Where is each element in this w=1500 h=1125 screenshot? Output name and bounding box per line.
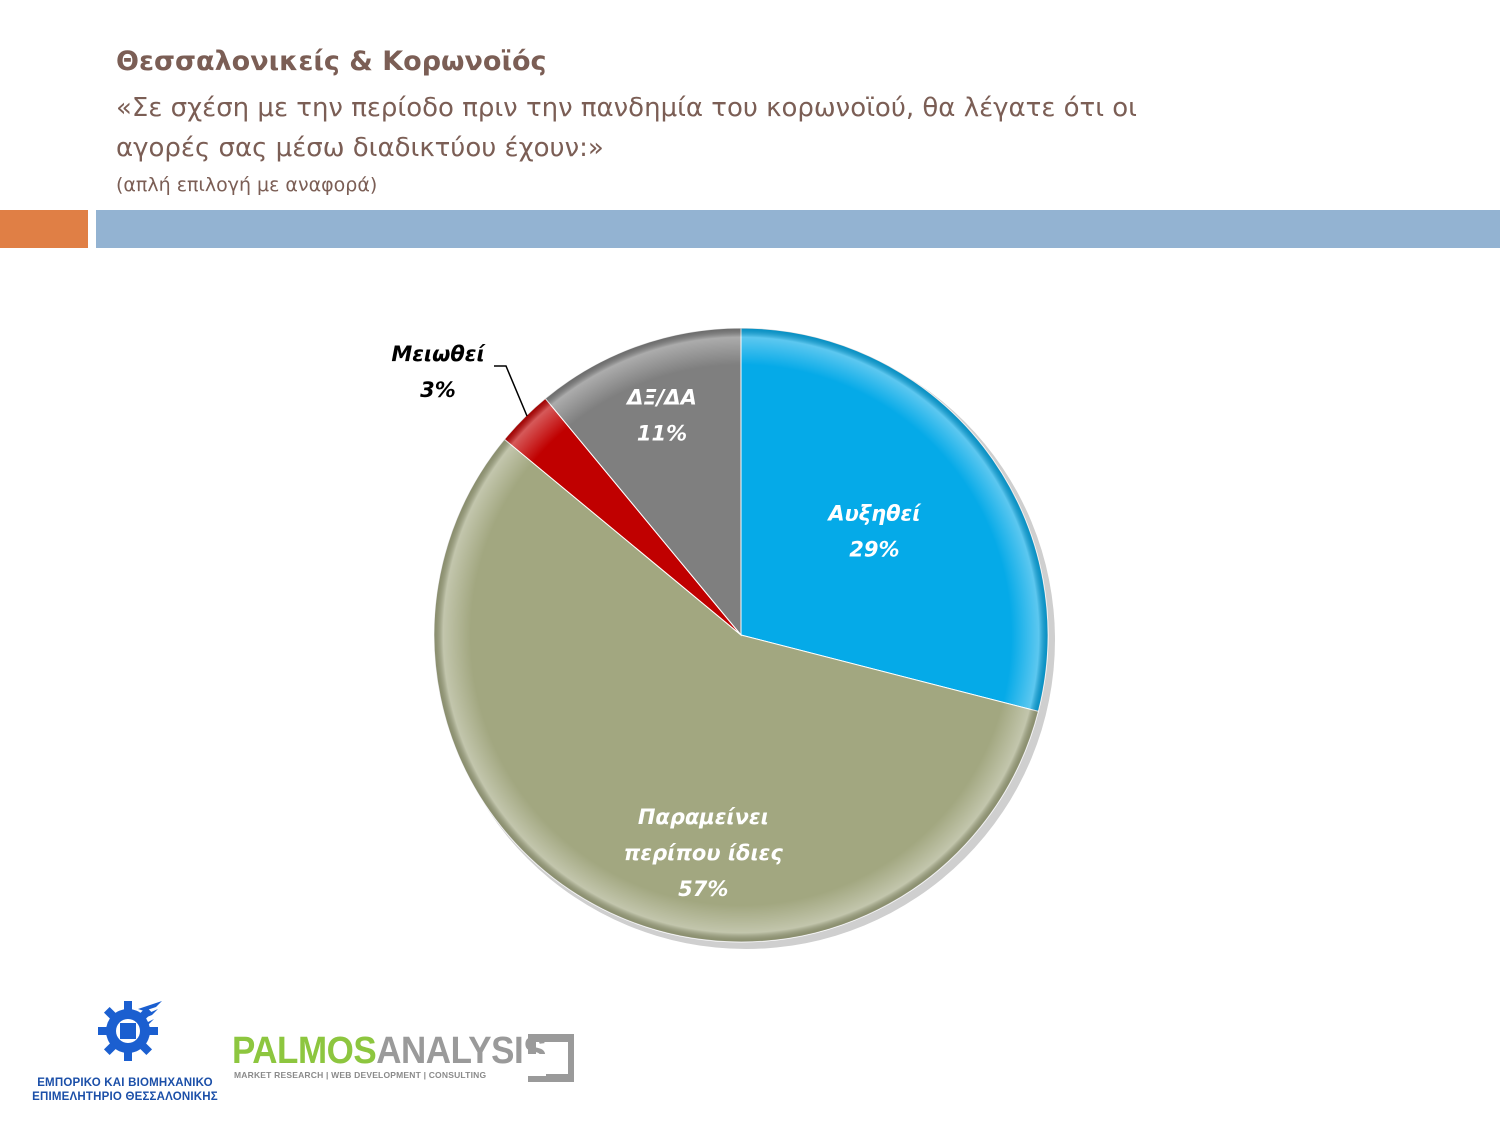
palmos-wordmark-part-2: ANALYSIS [376,1030,547,1072]
palmos-analysis-logo: PALMOSANALYSIS MARKET RESEARCH | WEB DEV… [232,1030,582,1090]
palmos-square-icon [524,1034,574,1082]
slice-value-label: 29% [849,538,899,562]
palmos-wordmark-part-1: PALMOS [232,1030,377,1072]
slice-value-label: 57% [678,877,728,901]
gear-wing-icon [98,1001,162,1061]
pie-edge-shine [434,328,1048,942]
slice-category-label: Αυξηθεί [826,502,922,526]
pie-labels: Αυξηθεί 29% Παραμείνει περίπου ίδιες 57% Μειω… [391,342,922,901]
question-note: (απλή επιλογή με αναφορά) [116,174,378,196]
slice-value-label: 3% [420,378,456,402]
header-bar [96,210,1500,248]
page-title: Θεσσαλονικείς & Κορωνοϊός [116,46,547,77]
slice-category-label: Μειωθεί [391,342,486,366]
chamber-name-line-1: ΕΜΠΟΡΙΚΟ ΚΑΙ ΒΙΟΜΗΧΑΝΙΚΟ [37,1077,213,1089]
chamber-name-line-2: ΕΠΙΜΕΛΗΤΗΡΙΟ ΘΕΣΣΑΛΟΝΙΚΗΣ [32,1091,218,1103]
slice-value-label: 11% [637,422,687,446]
chamber-logo: ΕΜΠΟΡΙΚΟ ΚΑΙ ΒΙΟΜΗΧΑΝΙΚΟ ΕΠΙΜΕΛΗΤΗΡΙΟ ΘΕ… [20,995,230,1105]
slice-category-label: Παραμείνει [638,805,769,829]
header-accent-bar [0,210,88,248]
slice-category-label: περίπου ίδιες [624,841,784,865]
survey-question-line-1: «Σε σχέση με την περίοδο πριν την πανδημ… [116,93,1137,123]
survey-question-line-2: αγορές σας μέσω διαδικτύου έχουν:» [116,133,604,163]
palmos-wordmark: PALMOSANALYSIS [232,1030,547,1072]
palmos-tagline: MARKET RESEARCH | WEB DEVELOPMENT | CONS… [234,1070,487,1080]
meiothei-callout-line [494,365,528,417]
title-block: Θεσσαλονικείς & Κορωνοϊός «Σε σχέση με τ… [116,40,1416,198]
slice-category-label: ΔΞ/ΔΑ [625,386,697,410]
